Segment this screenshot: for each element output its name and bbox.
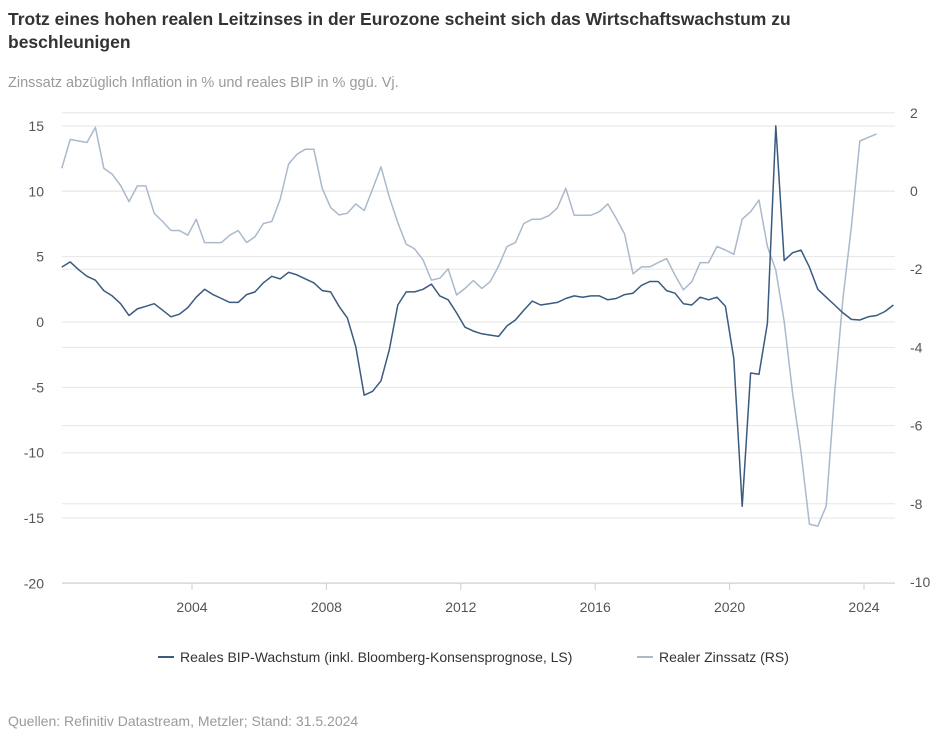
right-tick-label: 2 [910,105,918,121]
right-tick-label: -10 [910,574,930,590]
chart-title: Trotz eines hohen realen Leitzinses in d… [8,9,791,52]
left-axis: 15 10 5 0 -5 -10 -15 -20 [24,118,44,591]
series-line-zins [61,126,877,527]
right-tick-label: 0 [910,183,918,199]
left-tick-label: 0 [36,314,44,330]
legend: Reales BIP-Wachstum (inkl. Bloomberg-Kon… [158,649,789,665]
right-tick-label: -8 [910,496,923,512]
chart: 15 10 5 0 -5 -10 -15 -20 2 0 -2 -4 -6 -8 -10 2004 2008… [24,105,931,665]
right-axis: 2 0 -2 -4 -6 -8 -10 [910,105,930,590]
x-tick-label: 2016 [580,599,611,615]
left-tick-label: -10 [24,445,44,461]
right-tick-label: -6 [910,418,923,434]
left-tick-label: 5 [36,249,44,265]
left-tick-label: 15 [28,118,44,134]
x-axis: 2004 2008 2012 2016 2020 2024 [62,582,895,615]
left-tick-label: -20 [24,575,44,591]
right-tick-label: -2 [910,261,923,277]
x-tick-label: 2020 [714,599,745,615]
right-tick-label: -4 [910,339,923,355]
gridlines [62,112,895,584]
chart-subtitle: Zinssatz abzüglich Inflation in % und re… [8,75,399,91]
series-lines [61,125,894,527]
left-tick-label: -5 [32,379,45,395]
series-line-bip [61,125,894,508]
left-tick-label: -15 [24,510,44,526]
x-tick-label: 2008 [311,599,342,615]
x-tick-label: 2012 [445,599,476,615]
x-tick-label: 2004 [176,599,207,615]
left-tick-label: 10 [28,183,44,199]
source-note: Quellen: Refinitiv Datastream, Metzler; … [8,713,359,729]
legend-label: Reales BIP-Wachstum (inkl. Bloomberg-Kon… [180,649,572,665]
legend-label: Realer Zinssatz (RS) [659,649,789,665]
x-tick-label: 2024 [848,599,879,615]
